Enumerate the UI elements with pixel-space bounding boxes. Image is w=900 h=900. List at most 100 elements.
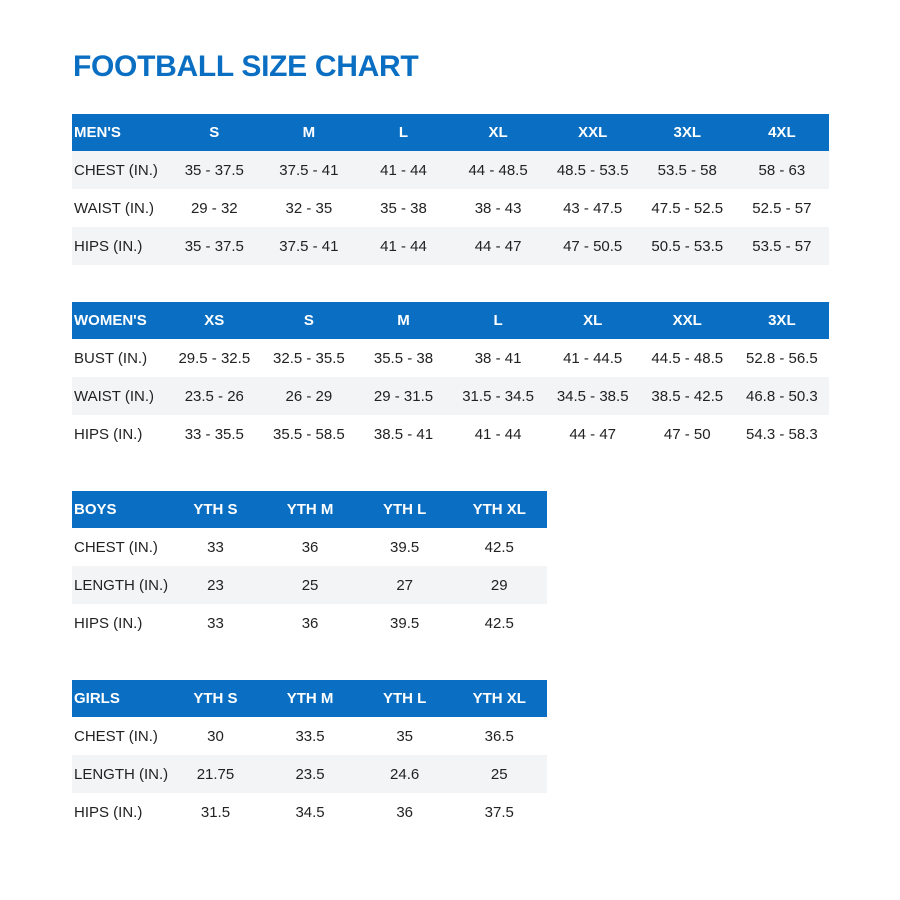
- measurement-label: HIPS (IN.): [74, 803, 143, 821]
- table-row: CHEST (IN.) 33 36 39.5 42.5: [72, 528, 547, 566]
- page-title: FOOTBALL SIZE CHART: [73, 50, 419, 83]
- size-column-header: 4XL: [734, 114, 830, 151]
- measurement-value: 38.5 - 42.5: [651, 387, 724, 405]
- size-column-header: YTH M: [262, 491, 358, 528]
- measurement-value: 29 - 31.5: [373, 387, 434, 405]
- mens-size-table: MEN'S S M L XL XXL 3XL 4XL CHEST (IN.) 35 - 37.5 3…: [72, 114, 830, 265]
- size-column-header: S: [261, 302, 357, 339]
- table-row: CHEST (IN.) 35 - 37.5 37.5 - 41 41 - 44 44 -…: [72, 151, 830, 189]
- table-row: WAIST (IN.) 29 - 32 32 - 35 35 - 38 38 - 43 4…: [72, 189, 830, 227]
- size-column-header: M: [261, 114, 357, 151]
- table-row: BUST (IN.) 29.5 - 32.5 32.5 - 35.5 35.5 - 3…: [72, 339, 830, 377]
- measurement-label: BUST (IN.): [74, 349, 148, 367]
- size-column-header: YTH S: [168, 680, 263, 717]
- table-row: HIPS (IN.) 33 - 35.5 35.5 - 58.5 38.5 - 41 4…: [72, 415, 830, 453]
- measurement-value: 29: [490, 576, 508, 594]
- measurement-value: 41 - 44: [380, 161, 427, 179]
- measurement-value: 33.5: [295, 727, 325, 745]
- measurement-value: 31.5 - 34.5: [462, 387, 534, 405]
- measurement-value: 52.5 - 57: [752, 199, 812, 217]
- size-column-header: YTH XL: [451, 680, 547, 717]
- table-row: HIPS (IN.) 35 - 37.5 37.5 - 41 41 - 44 44 - …: [72, 227, 830, 265]
- measurement-value: 23.5 - 26: [184, 387, 244, 405]
- table-category-header: WOMEN'S: [72, 302, 167, 339]
- size-column-header: 3XL: [639, 114, 735, 151]
- measurement-label: HIPS (IN.): [74, 614, 143, 632]
- header-row: MEN'S S M L XL XXL 3XL 4XL: [72, 114, 830, 151]
- table-category-header: GIRLS: [72, 680, 169, 717]
- size-column-header: XL: [450, 114, 546, 151]
- measurement-value: 47 - 50: [663, 425, 711, 443]
- measurement-value: 24.6: [390, 765, 420, 783]
- size-column-header: XXL: [639, 302, 735, 339]
- size-column-header: YTH S: [168, 491, 263, 528]
- measurement-value: 35 - 38: [380, 199, 427, 217]
- measurement-value: 33: [207, 614, 224, 632]
- measurement-value: 25: [490, 765, 508, 783]
- measurement-value: 44.5 - 48.5: [651, 349, 724, 367]
- measurement-value: 37.5 - 41: [279, 161, 339, 179]
- measurement-value: 23: [207, 576, 224, 594]
- boys-size-table: BOYS YTH S YTH M YTH L YTH XL CHEST (IN.) 33 36…: [72, 491, 547, 642]
- measurement-value: 50.5 - 53.5: [651, 237, 724, 255]
- table-row: LENGTH (IN.) 21.75 23.5 24.6 25: [72, 755, 547, 793]
- measurement-value: 38 - 41: [474, 349, 522, 367]
- measurement-value: 32 - 35: [285, 199, 333, 217]
- measurement-value: 44 - 47: [474, 237, 522, 255]
- measurement-value: 35 - 37.5: [184, 237, 244, 255]
- measurement-value: 43 - 47.5: [563, 199, 623, 217]
- measurement-value: 35: [396, 727, 413, 745]
- table-row: CHEST (IN.) 30 33.5 35 36.5: [72, 717, 547, 755]
- measurement-value: 44 - 47: [569, 425, 617, 443]
- measurement-value: 36: [301, 614, 319, 632]
- size-column-header: 3XL: [734, 302, 830, 339]
- table-category-header: MEN'S: [72, 114, 167, 151]
- measurement-value: 21.75: [196, 765, 235, 783]
- table-row: HIPS (IN.) 31.5 34.5 36 37.5: [72, 793, 547, 831]
- measurement-value: 42.5: [484, 538, 514, 556]
- measurement-value: 41 - 44: [380, 237, 427, 255]
- measurement-value: 36: [301, 538, 319, 556]
- size-column-header: L: [356, 114, 451, 151]
- measurement-value: 33: [207, 538, 224, 556]
- measurement-value: 47.5 - 52.5: [651, 199, 724, 217]
- measurement-value: 25: [301, 576, 319, 594]
- measurement-value: 54.3 - 58.3: [746, 425, 818, 443]
- size-column-header: XS: [167, 302, 262, 339]
- measurement-value: 39.5: [390, 538, 420, 556]
- size-column-header: XXL: [545, 114, 640, 151]
- measurement-value: 42.5: [484, 614, 514, 632]
- table-row: WAIST (IN.) 23.5 - 26 26 - 29 29 - 31.5 31.5…: [72, 377, 830, 415]
- table-row: HIPS (IN.) 33 36 39.5 42.5: [72, 604, 547, 642]
- measurement-value: 47 - 50.5: [563, 237, 623, 255]
- measurement-label: CHEST (IN.): [74, 161, 158, 179]
- measurement-value: 41 - 44: [474, 425, 522, 443]
- measurement-label: HIPS (IN.): [74, 425, 143, 443]
- measurement-label: HIPS (IN.): [74, 237, 143, 255]
- size-column-header: M: [356, 302, 451, 339]
- measurement-value: 32.5 - 35.5: [273, 349, 345, 367]
- header-row: BOYS YTH S YTH M YTH L YTH XL: [72, 491, 547, 528]
- measurement-value: 39.5: [390, 614, 420, 632]
- measurement-label: LENGTH (IN.): [74, 576, 169, 594]
- measurement-value: 33 - 35.5: [184, 425, 244, 443]
- measurement-value: 52.8 - 56.5: [746, 349, 818, 367]
- measurement-value: 38 - 43: [474, 199, 522, 217]
- measurement-value: 41 - 44.5: [563, 349, 623, 367]
- measurement-label: CHEST (IN.): [74, 538, 158, 556]
- measurement-value: 34.5 - 38.5: [556, 387, 629, 405]
- measurement-value: 44 - 48.5: [468, 161, 528, 179]
- measurement-value: 29 - 32: [190, 199, 238, 217]
- girls-size-table: GIRLS YTH S YTH M YTH L YTH XL CHEST (IN.) 30 3…: [72, 680, 547, 831]
- measurement-value: 37.5: [484, 803, 514, 821]
- measurement-label: CHEST (IN.): [74, 727, 158, 745]
- table-row: LENGTH (IN.) 23 25 27 29: [72, 566, 547, 604]
- table-category-header: BOYS: [72, 491, 169, 528]
- size-column-header: YTH XL: [451, 491, 547, 528]
- size-column-header: YTH L: [357, 680, 452, 717]
- measurement-value: 36.5: [484, 727, 514, 745]
- size-column-header: YTH M: [262, 680, 358, 717]
- size-column-header: XL: [545, 302, 640, 339]
- size-column-header: S: [167, 114, 262, 151]
- measurement-value: 27: [396, 576, 413, 594]
